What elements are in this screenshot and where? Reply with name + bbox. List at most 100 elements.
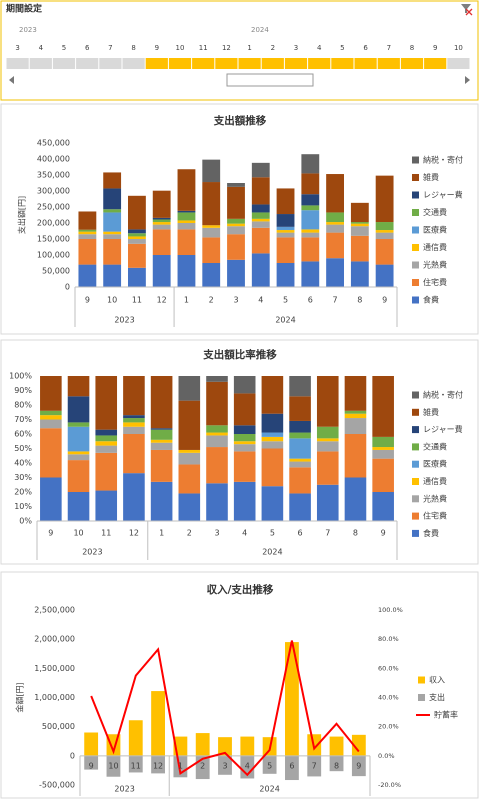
month-label: 2 [271, 44, 275, 52]
x-tick-label: 6 [298, 529, 303, 538]
x-tick-label: 8 [334, 762, 339, 771]
x-tick-label: 1 [184, 296, 189, 305]
bar-segment [206, 376, 228, 382]
bar-segment [344, 413, 367, 419]
bar-segment [103, 188, 122, 210]
bar-segment [103, 172, 122, 189]
bar-segment [276, 237, 295, 263]
bar-segment [233, 393, 256, 426]
y-tick-label: 20% [14, 488, 32, 497]
bar-segment [177, 212, 196, 221]
bar-segment [206, 381, 228, 426]
clear-filter-icon[interactable] [461, 4, 473, 16]
y2-tick-label: 60.0% [378, 664, 399, 672]
bar [285, 642, 299, 756]
bar-segment [103, 234, 122, 239]
bar-segment [177, 229, 196, 255]
bar-segment [40, 410, 62, 416]
timeline-cell [168, 58, 192, 69]
group-label: 2023 [82, 548, 102, 557]
y-tick-label: 0% [19, 517, 32, 526]
x-tick-label: 2 [200, 762, 205, 771]
bar-segment [128, 195, 146, 230]
bar-segment [78, 231, 97, 235]
bar-segment [95, 441, 118, 446]
bar [151, 755, 165, 774]
timeline-cell [215, 58, 238, 69]
bar [218, 737, 232, 756]
x-tick-label: 5 [267, 762, 272, 771]
bar-segment [301, 261, 320, 287]
legend-swatch [418, 676, 425, 684]
bar-segment [350, 235, 369, 262]
bar-segment [95, 452, 118, 491]
bar-segment [375, 230, 394, 233]
legend-label: レジャー費 [423, 190, 463, 200]
month-label: 5 [340, 44, 344, 52]
legend-label: 交通費 [423, 441, 447, 451]
legend-swatch [412, 191, 419, 199]
bar-segment [289, 461, 311, 468]
bar-segment [375, 232, 394, 239]
x-tick-label: 7 [312, 762, 317, 771]
bar-segment [261, 432, 284, 437]
bar-segment [152, 222, 171, 225]
bar-segment [233, 425, 256, 434]
group-label: 2024 [259, 785, 279, 794]
x-tick-label: 2 [209, 296, 214, 305]
legend-swatch [412, 391, 419, 399]
month-label: 12 [222, 44, 231, 52]
bar-segment [326, 258, 344, 287]
legend-label: レジャー費 [423, 424, 463, 434]
legend-swatch [412, 478, 419, 485]
bar-segment [202, 159, 221, 183]
month-label: 8 [131, 44, 135, 52]
bar-segment [276, 232, 295, 238]
bar-segment [301, 210, 320, 230]
chart-title: 支出額推移 [213, 114, 267, 127]
bar-segment [316, 426, 339, 439]
x-tick-label: 4 [258, 296, 263, 305]
y-tick-label: 150,000 [37, 235, 70, 244]
bar-segment [67, 396, 90, 423]
bar [351, 755, 366, 777]
bar-segment [67, 422, 90, 427]
scrollbar[interactable] [9, 73, 470, 87]
bar-segment [350, 261, 369, 287]
bar-segment [202, 237, 221, 263]
bar-segment [227, 259, 245, 287]
bar-segment [150, 442, 173, 450]
bar [329, 736, 344, 756]
bar-segment [202, 263, 221, 287]
bar-segment [227, 223, 245, 227]
bar-segment [150, 429, 173, 440]
timeline-cell [122, 58, 145, 69]
timeline-cell [284, 58, 308, 69]
chart-title: 収入/支出推移 [207, 583, 274, 596]
bar-segment [67, 492, 90, 521]
y-tick-label: 90% [14, 386, 32, 395]
x-tick-label: 12 [153, 762, 163, 771]
x-tick-label: 9 [382, 296, 387, 305]
bar-segment [150, 439, 173, 443]
x-tick-label: 8 [357, 296, 362, 305]
bar-segment [123, 422, 145, 427]
x-tick-label: 12 [157, 296, 167, 305]
bar-segment [40, 419, 62, 429]
bar [218, 755, 232, 775]
bar-segment [95, 429, 118, 436]
group-label: 2023 [114, 785, 134, 794]
bar-segment [326, 232, 344, 259]
bar-segment [95, 445, 118, 453]
bar-segment [206, 447, 228, 484]
bar-segment [123, 434, 145, 474]
y-tick-label: -500,000 [39, 781, 75, 790]
legend-swatch [418, 694, 425, 701]
y-tick-label: 350,000 [37, 171, 70, 180]
bar-segment [103, 231, 122, 235]
legend-label: 支出 [429, 692, 445, 702]
y-tick-label: 100,000 [37, 251, 70, 260]
x-tick-label: 11 [132, 296, 142, 305]
legend-swatch [412, 460, 419, 468]
y-tick-label: 300,000 [37, 187, 70, 196]
